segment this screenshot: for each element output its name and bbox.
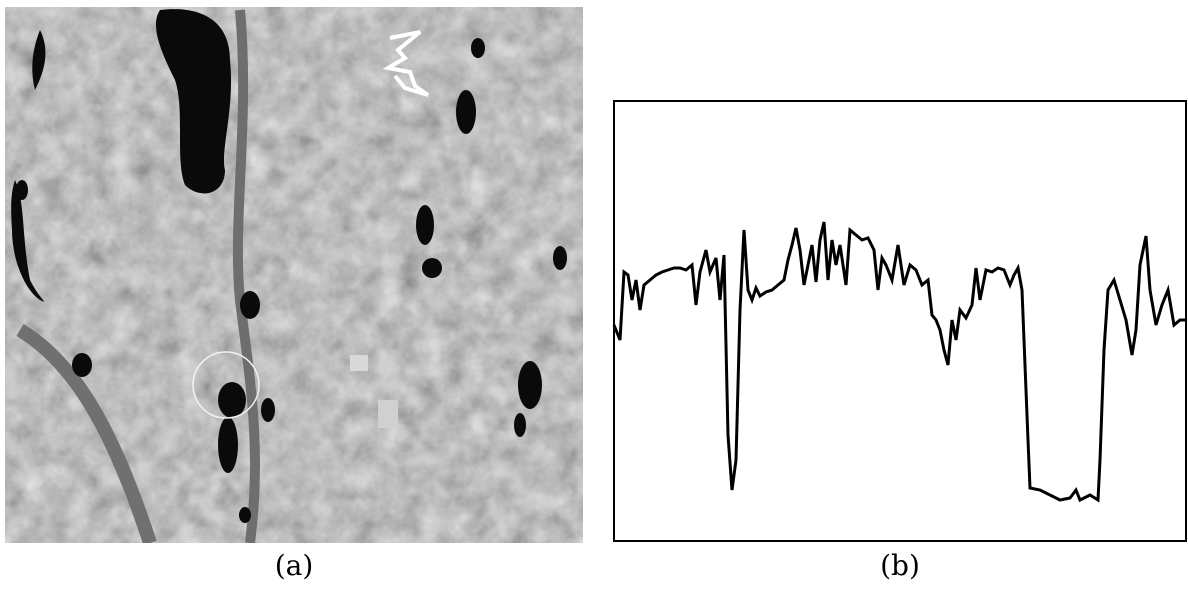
caption: (b) bbox=[880, 549, 920, 582]
profile-line bbox=[612, 221, 1186, 503]
satellite-image bbox=[5, 7, 583, 543]
caption: (a) bbox=[275, 549, 314, 582]
